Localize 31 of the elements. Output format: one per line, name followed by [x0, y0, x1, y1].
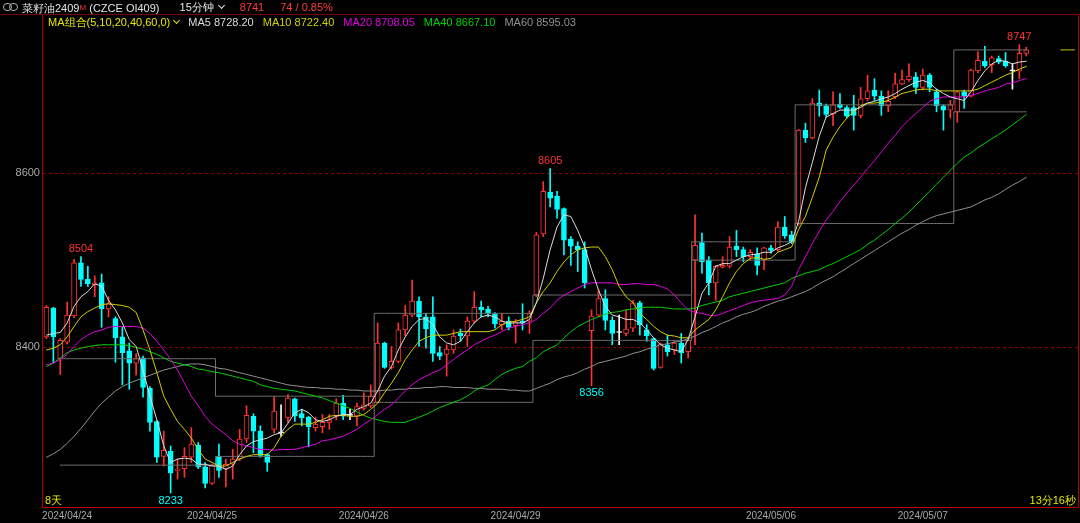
text: 74 / 0.85%: [280, 1, 333, 13]
candlestick: [574, 241, 581, 272]
annotation: 13分16秒: [1029, 494, 1076, 506]
legend-title: MA组合(5,10,20,40,60,0): [48, 15, 171, 28]
x-tick-label: 2024/05/07: [897, 509, 949, 521]
text: MA40 8667.10: [423, 15, 496, 28]
text: MA5 8728.20: [188, 15, 254, 28]
x-tick-label: 2024/05/06: [745, 509, 797, 521]
x-tick-label: 2024/04/26: [338, 509, 390, 521]
candlestick: [906, 63, 912, 82]
x-tick-label: 2024/04/25: [187, 509, 238, 521]
candlestick: [692, 214, 698, 346]
text: MA10 8722.40: [262, 15, 335, 28]
chart-title: 菜籽油2409$^{M}$ (CZCE OI409): [22, 0, 160, 14]
candlestick: [547, 168, 553, 208]
annotation: 8504: [68, 242, 94, 255]
x-tick-label: 2024/04/29: [490, 509, 542, 521]
text: 8741: [239, 1, 265, 13]
text: MA60 8595.03: [504, 15, 576, 28]
candlestick: [133, 353, 139, 376]
annotation: 8天: [45, 494, 63, 506]
candlestick: [85, 265, 91, 287]
y-tick-label: 8600: [15, 165, 40, 178]
x-tick-label: 2024/04/24: [42, 509, 93, 521]
annotation: 8356: [579, 386, 604, 399]
annotation: 8747: [1007, 30, 1032, 43]
y-tick-label: 8400: [15, 340, 40, 353]
annotation: 8605: [537, 154, 563, 167]
text: 15分钟: [179, 1, 214, 13]
text: MA20 8708.05: [343, 15, 415, 28]
annotation: 8233: [158, 493, 183, 506]
